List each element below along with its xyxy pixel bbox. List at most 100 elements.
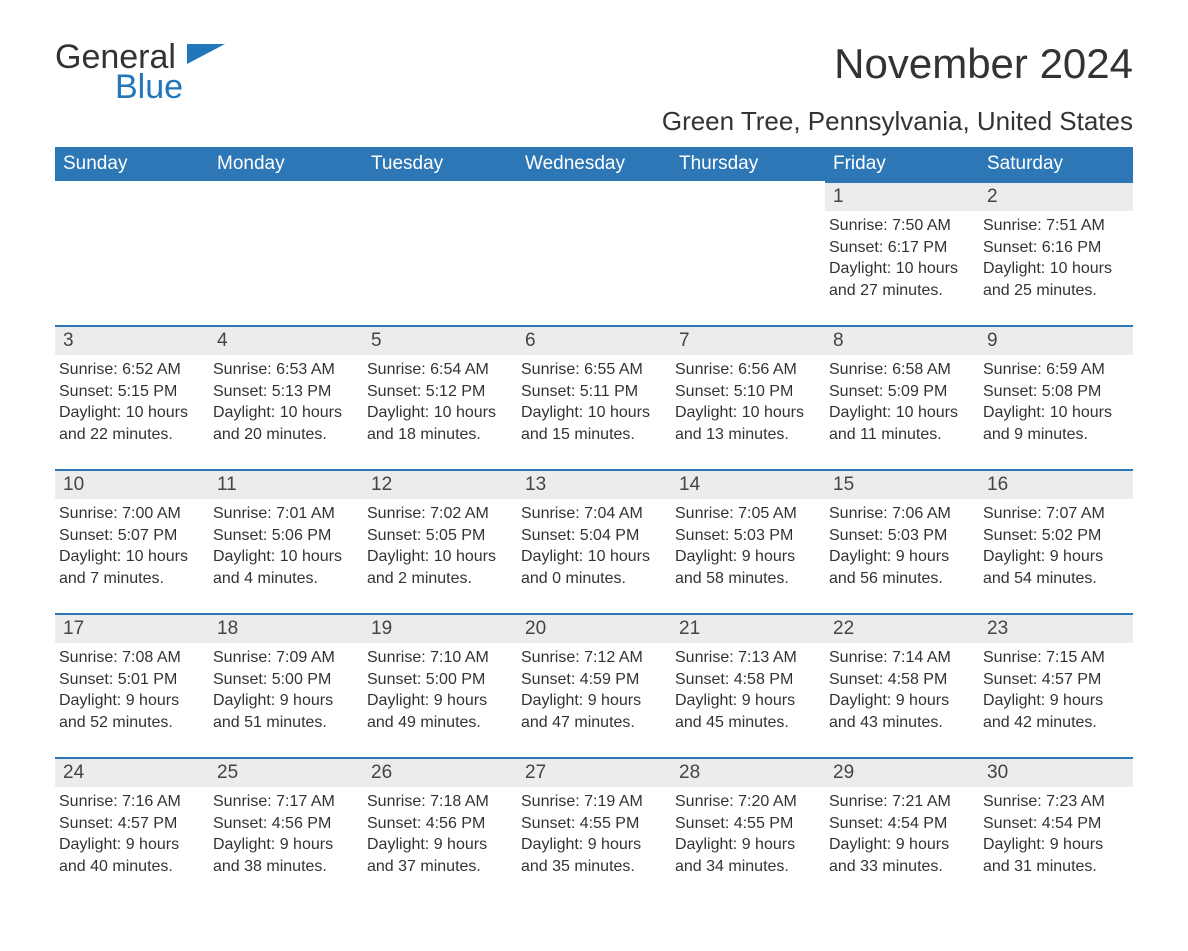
calendar-day-cell: 25Sunrise: 7:17 AMSunset: 4:56 PMDayligh…	[209, 757, 363, 901]
sunset-line: Sunset: 5:03 PM	[829, 525, 973, 547]
day-body: Sunrise: 7:07 AMSunset: 5:02 PMDaylight:…	[979, 499, 1133, 597]
daylight-line-2: and 43 minutes.	[829, 712, 973, 734]
day-number: 29	[825, 759, 979, 787]
sunset-line: Sunset: 4:54 PM	[829, 813, 973, 835]
day-body: Sunrise: 7:18 AMSunset: 4:56 PMDaylight:…	[363, 787, 517, 885]
day-number: 11	[209, 471, 363, 499]
calendar-head: SundayMondayTuesdayWednesdayThursdayFrid…	[55, 147, 1133, 181]
sunset-line: Sunset: 4:58 PM	[675, 669, 819, 691]
sunset-line: Sunset: 5:06 PM	[213, 525, 357, 547]
day-body: Sunrise: 7:06 AMSunset: 5:03 PMDaylight:…	[825, 499, 979, 597]
sunset-line: Sunset: 4:56 PM	[213, 813, 357, 835]
day-body: Sunrise: 7:51 AMSunset: 6:16 PMDaylight:…	[979, 211, 1133, 309]
day-wrap: 17Sunrise: 7:08 AMSunset: 5:01 PMDayligh…	[55, 613, 209, 741]
day-body: Sunrise: 7:13 AMSunset: 4:58 PMDaylight:…	[671, 643, 825, 741]
sunrise-line: Sunrise: 7:09 AM	[213, 647, 357, 669]
calendar-day-cell: 17Sunrise: 7:08 AMSunset: 5:01 PMDayligh…	[55, 613, 209, 757]
day-wrap: 13Sunrise: 7:04 AMSunset: 5:04 PMDayligh…	[517, 469, 671, 597]
title-block: November 2024 Green Tree, Pennsylvania, …	[662, 40, 1133, 137]
day-number: 24	[55, 759, 209, 787]
day-wrap: 15Sunrise: 7:06 AMSunset: 5:03 PMDayligh…	[825, 469, 979, 597]
day-number: 23	[979, 615, 1133, 643]
calendar-day-cell: 30Sunrise: 7:23 AMSunset: 4:54 PMDayligh…	[979, 757, 1133, 901]
sunrise-line: Sunrise: 6:55 AM	[521, 359, 665, 381]
day-body: Sunrise: 7:15 AMSunset: 4:57 PMDaylight:…	[979, 643, 1133, 741]
sunrise-line: Sunrise: 7:01 AM	[213, 503, 357, 525]
daylight-line-2: and 54 minutes.	[983, 568, 1127, 590]
sunset-line: Sunset: 5:05 PM	[367, 525, 511, 547]
sunset-line: Sunset: 5:12 PM	[367, 381, 511, 403]
day-number: 20	[517, 615, 671, 643]
daylight-line-2: and 9 minutes.	[983, 424, 1127, 446]
calendar-table: SundayMondayTuesdayWednesdayThursdayFrid…	[55, 147, 1133, 901]
day-wrap: 27Sunrise: 7:19 AMSunset: 4:55 PMDayligh…	[517, 757, 671, 885]
day-body: Sunrise: 6:58 AMSunset: 5:09 PMDaylight:…	[825, 355, 979, 453]
day-wrap: 4Sunrise: 6:53 AMSunset: 5:13 PMDaylight…	[209, 325, 363, 453]
daylight-line-1: Daylight: 10 hours	[213, 402, 357, 424]
daylight-line-1: Daylight: 10 hours	[367, 402, 511, 424]
sunset-line: Sunset: 4:56 PM	[367, 813, 511, 835]
sunrise-line: Sunrise: 7:00 AM	[59, 503, 203, 525]
daylight-line-2: and 11 minutes.	[829, 424, 973, 446]
day-wrap: 16Sunrise: 7:07 AMSunset: 5:02 PMDayligh…	[979, 469, 1133, 597]
sunrise-line: Sunrise: 7:17 AM	[213, 791, 357, 813]
calendar-day-cell: 4Sunrise: 6:53 AMSunset: 5:13 PMDaylight…	[209, 325, 363, 469]
day-number: 19	[363, 615, 517, 643]
day-body: Sunrise: 7:21 AMSunset: 4:54 PMDaylight:…	[825, 787, 979, 885]
day-wrap: 9Sunrise: 6:59 AMSunset: 5:08 PMDaylight…	[979, 325, 1133, 453]
sunrise-line: Sunrise: 6:52 AM	[59, 359, 203, 381]
sunset-line: Sunset: 5:08 PM	[983, 381, 1127, 403]
daylight-line-2: and 37 minutes.	[367, 856, 511, 878]
day-wrap: 11Sunrise: 7:01 AMSunset: 5:06 PMDayligh…	[209, 469, 363, 597]
sunset-line: Sunset: 5:01 PM	[59, 669, 203, 691]
calendar-empty-cell	[363, 181, 517, 325]
daylight-line-2: and 15 minutes.	[521, 424, 665, 446]
day-wrap: 1Sunrise: 7:50 AMSunset: 6:17 PMDaylight…	[825, 181, 979, 309]
day-wrap: 10Sunrise: 7:00 AMSunset: 5:07 PMDayligh…	[55, 469, 209, 597]
sunset-line: Sunset: 5:13 PM	[213, 381, 357, 403]
day-body: Sunrise: 6:54 AMSunset: 5:12 PMDaylight:…	[363, 355, 517, 453]
day-number: 10	[55, 471, 209, 499]
daylight-line-2: and 20 minutes.	[213, 424, 357, 446]
daylight-line-2: and 45 minutes.	[675, 712, 819, 734]
calendar-day-cell: 3Sunrise: 6:52 AMSunset: 5:15 PMDaylight…	[55, 325, 209, 469]
day-wrap: 21Sunrise: 7:13 AMSunset: 4:58 PMDayligh…	[671, 613, 825, 741]
calendar-day-cell: 16Sunrise: 7:07 AMSunset: 5:02 PMDayligh…	[979, 469, 1133, 613]
weekday-header: Friday	[825, 147, 979, 181]
day-number: 1	[825, 183, 979, 211]
calendar-day-cell: 15Sunrise: 7:06 AMSunset: 5:03 PMDayligh…	[825, 469, 979, 613]
daylight-line-2: and 31 minutes.	[983, 856, 1127, 878]
header: General Blue November 2024 Green Tree, P…	[55, 40, 1133, 137]
calendar-day-cell: 2Sunrise: 7:51 AMSunset: 6:16 PMDaylight…	[979, 181, 1133, 325]
day-number: 9	[979, 327, 1133, 355]
daylight-line-1: Daylight: 9 hours	[675, 834, 819, 856]
daylight-line-1: Daylight: 10 hours	[829, 402, 973, 424]
sunrise-line: Sunrise: 6:58 AM	[829, 359, 973, 381]
day-body: Sunrise: 6:52 AMSunset: 5:15 PMDaylight:…	[55, 355, 209, 453]
day-number: 8	[825, 327, 979, 355]
sunset-line: Sunset: 5:04 PM	[521, 525, 665, 547]
day-wrap: 3Sunrise: 6:52 AMSunset: 5:15 PMDaylight…	[55, 325, 209, 453]
sunrise-line: Sunrise: 7:05 AM	[675, 503, 819, 525]
daylight-line-2: and 34 minutes.	[675, 856, 819, 878]
calendar-week-row: 3Sunrise: 6:52 AMSunset: 5:15 PMDaylight…	[55, 325, 1133, 469]
day-wrap: 23Sunrise: 7:15 AMSunset: 4:57 PMDayligh…	[979, 613, 1133, 741]
day-body: Sunrise: 7:14 AMSunset: 4:58 PMDaylight:…	[825, 643, 979, 741]
daylight-line-1: Daylight: 9 hours	[983, 546, 1127, 568]
daylight-line-2: and 42 minutes.	[983, 712, 1127, 734]
sunrise-line: Sunrise: 7:04 AM	[521, 503, 665, 525]
sunrise-line: Sunrise: 7:16 AM	[59, 791, 203, 813]
sunset-line: Sunset: 5:10 PM	[675, 381, 819, 403]
daylight-line-2: and 56 minutes.	[829, 568, 973, 590]
sunrise-line: Sunrise: 7:18 AM	[367, 791, 511, 813]
daylight-line-1: Daylight: 10 hours	[675, 402, 819, 424]
day-body: Sunrise: 6:59 AMSunset: 5:08 PMDaylight:…	[979, 355, 1133, 453]
daylight-line-1: Daylight: 9 hours	[367, 834, 511, 856]
calendar-empty-cell	[517, 181, 671, 325]
day-number: 15	[825, 471, 979, 499]
sunset-line: Sunset: 5:09 PM	[829, 381, 973, 403]
day-body: Sunrise: 7:09 AMSunset: 5:00 PMDaylight:…	[209, 643, 363, 741]
sunrise-line: Sunrise: 6:53 AM	[213, 359, 357, 381]
day-body: Sunrise: 7:05 AMSunset: 5:03 PMDaylight:…	[671, 499, 825, 597]
day-wrap: 5Sunrise: 6:54 AMSunset: 5:12 PMDaylight…	[363, 325, 517, 453]
